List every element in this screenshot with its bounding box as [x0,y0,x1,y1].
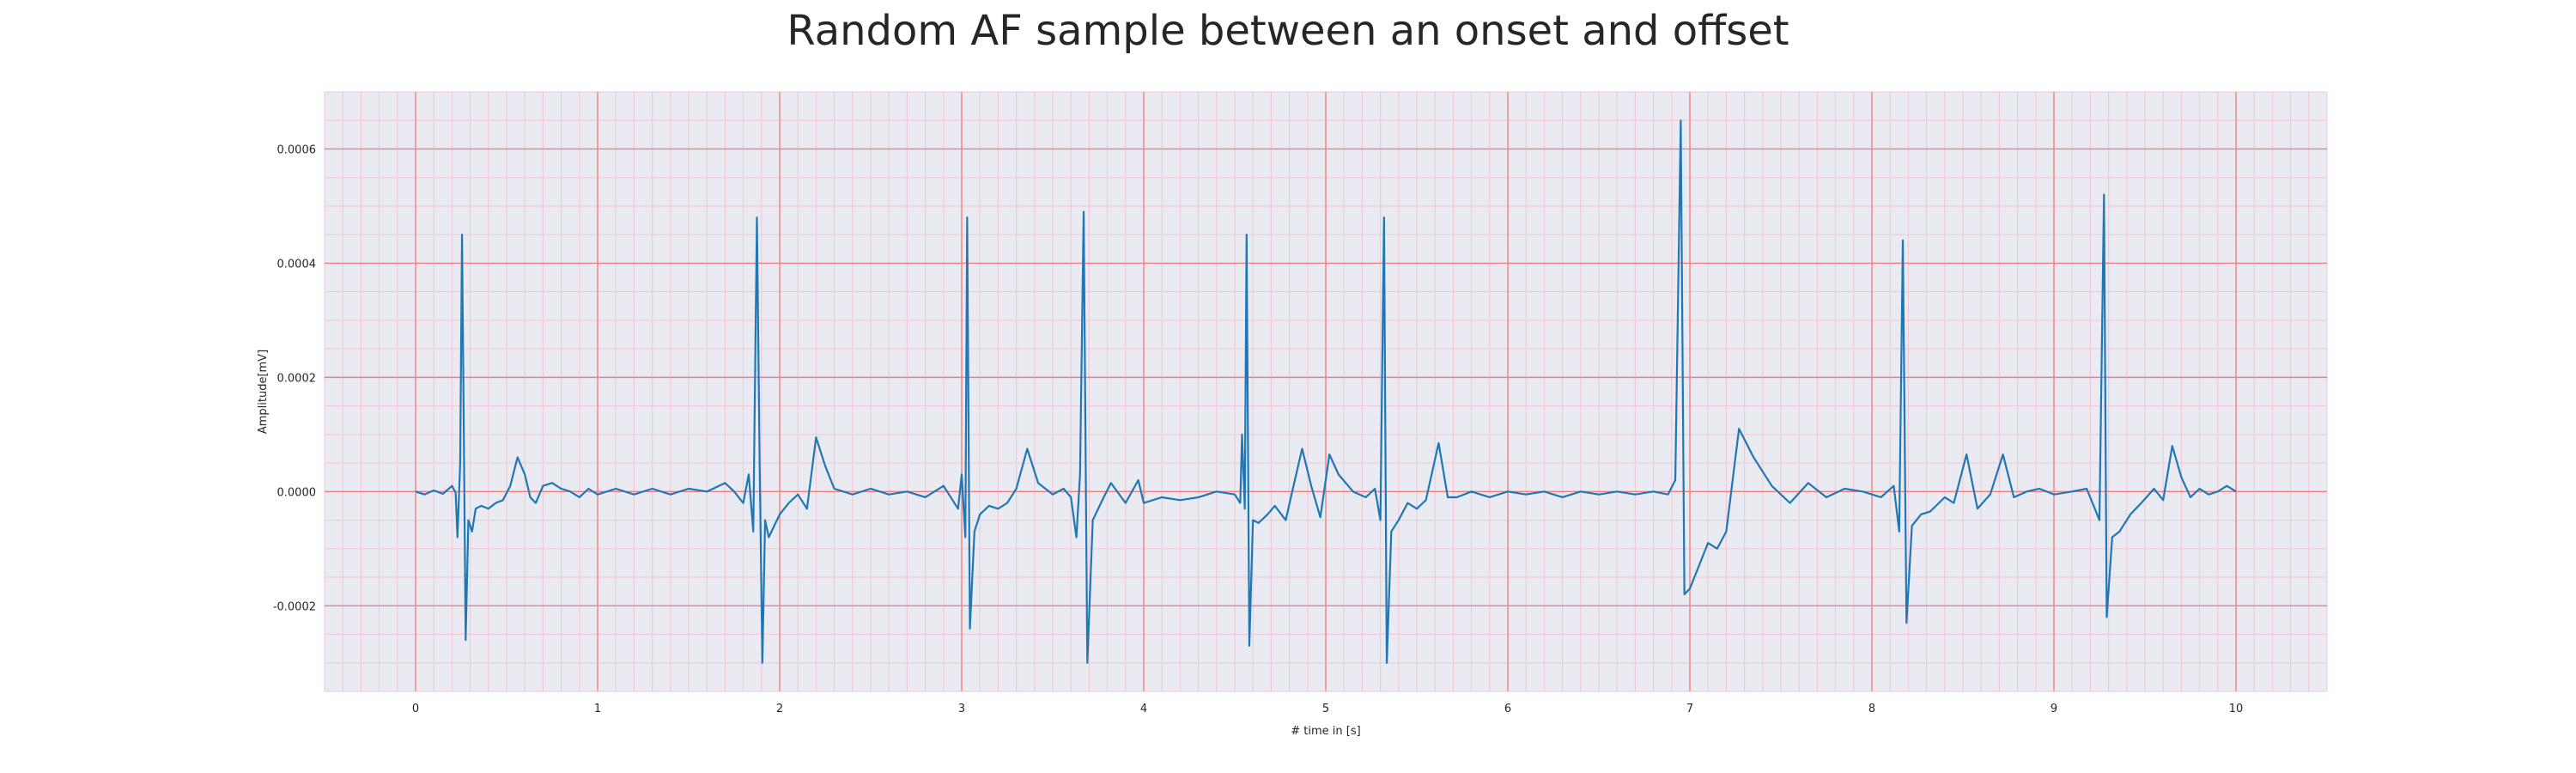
x-tick-label: 0 [412,703,419,715]
x-tick-label: 8 [1868,703,1875,715]
x-tick-label: 6 [1504,703,1511,715]
y-tick-label: 0.0002 [277,372,317,385]
x-tick-label: 1 [594,703,601,715]
y-tick-label: 0.0004 [277,258,317,271]
y-axis-label: Amplitude[mV] [257,350,270,434]
x-tick-label: 3 [958,703,965,715]
y-tick-label: -0.0002 [273,600,316,613]
x-tick-label: 4 [1140,703,1147,715]
x-tick-label: 2 [776,703,783,715]
ecg-series-line [415,119,2237,664]
x-tick-label: 7 [1686,703,1693,715]
x-tick-label: 9 [2050,703,2057,715]
x-axis-label: # time in [s] [1291,725,1360,738]
x-tick-label: 10 [2229,703,2244,715]
chart-title: Random AF sample between an onset and of… [787,7,1789,55]
x-tick-label: 5 [1322,703,1329,715]
y-tick-label: 0.0006 [277,143,317,156]
y-tick-label: 0.0000 [277,486,317,499]
